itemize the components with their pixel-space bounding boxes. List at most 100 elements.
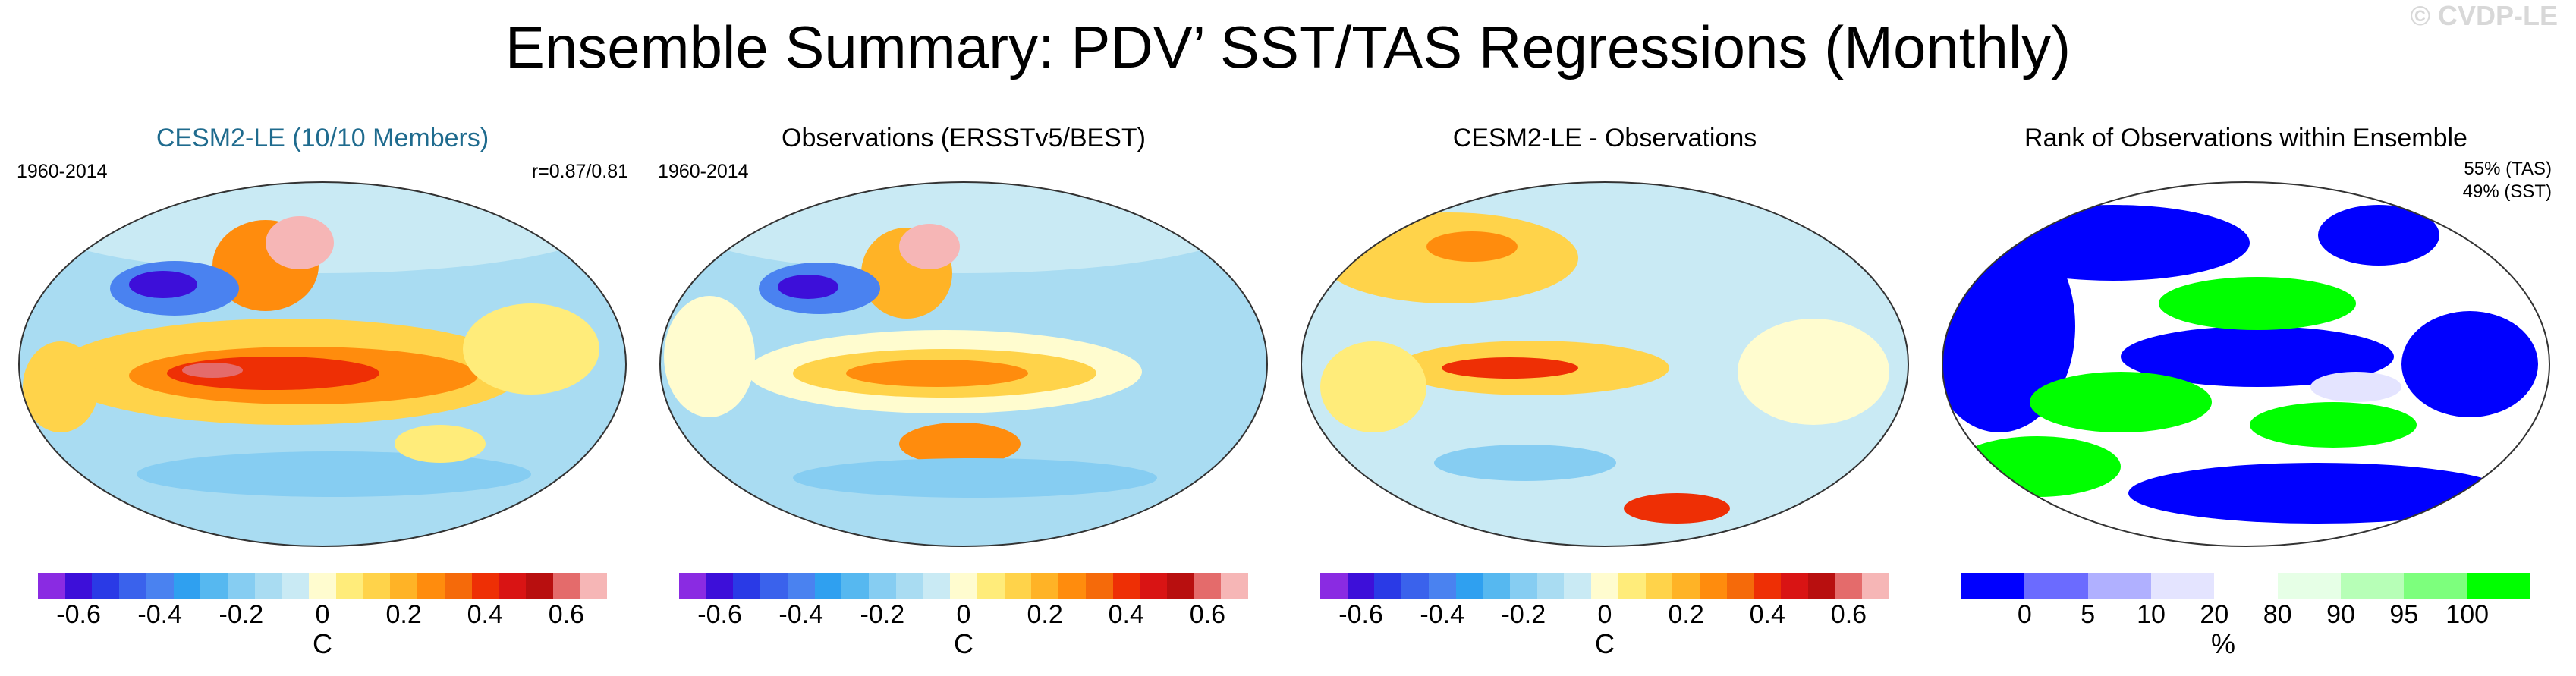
colorbar-swatch (1347, 573, 1375, 599)
rank-low-atlantic (2401, 311, 2538, 417)
colorbar-tick-label: 5 (2081, 600, 2096, 629)
kuroshio-core (129, 271, 197, 298)
north-pacific-diff-core (1426, 231, 1518, 262)
colorbar-swatch (1140, 573, 1167, 599)
rank-high-indian (1954, 436, 2121, 497)
colorbar-swatch (706, 573, 734, 599)
colorbar-swatch (525, 573, 553, 599)
colorbar-swatch (1807, 573, 1835, 599)
indian-ocean-diff (1320, 341, 1426, 432)
colorbar-swatch (923, 573, 951, 599)
colorbar-tick-label: -0.2 (860, 600, 905, 629)
colorbar-swatch (1961, 573, 2025, 599)
colorbar-ticks: 0 5 10 20 80 90 95 100 (1961, 599, 2530, 637)
colorbar-swatch (173, 573, 201, 599)
rank-high-southeast (2250, 402, 2417, 448)
tropical-pacific-peak (182, 363, 243, 378)
colorbar-swatch (2404, 573, 2467, 599)
rank-low-southern (2128, 463, 2508, 524)
colorbar-tick-label: -0.6 (697, 600, 742, 629)
colorbar-swatch (1862, 573, 1890, 599)
colorbar-swatch (841, 573, 870, 599)
colorbar-tick-label: -0.4 (137, 600, 182, 629)
colorbar-swatch (282, 573, 310, 599)
figure-title: Ensemble Summary: PDV’ SST/TAS Regressio… (505, 14, 2071, 80)
colorbar-swatch (1320, 573, 1348, 599)
colorbar-tick-label: 20 (2200, 600, 2229, 629)
colorbar-swatch (1700, 573, 1727, 599)
southern-ocean (137, 451, 531, 497)
period-label: 1960-2014 (658, 161, 749, 182)
colorbar-swatch (895, 573, 923, 599)
colorbar-swatch (200, 573, 228, 599)
watermark: © CVDP-LE (2410, 0, 2558, 31)
indian-ocean-warm (23, 341, 99, 432)
atlantic-diff (1738, 319, 1889, 425)
south-atlantic-warm (395, 425, 486, 463)
colorbar-swatch (552, 573, 580, 599)
colorbar-tick-label: 0.6 (548, 600, 585, 629)
south-pacific-warm (899, 423, 1021, 465)
colorbar-swatch (1781, 573, 1808, 599)
colorbar-unit: C (313, 628, 332, 659)
colorbar-swatch (787, 573, 815, 599)
colorbar-swatch (363, 573, 391, 599)
map-observations (659, 181, 1268, 547)
map-border (1301, 181, 1909, 547)
colorbar-swatch (64, 573, 93, 599)
south-pacific-diff (1434, 445, 1616, 481)
colorbar-tick-label: 100 (2445, 600, 2490, 629)
southern-ocean (793, 458, 1157, 498)
colorbar-tick-label: 0.2 (1027, 600, 1063, 629)
colorbar-swatch (760, 573, 788, 599)
panel-cesm2: CESM2-LE (10/10 Members) 1960-2014 r=0.8… (8, 114, 637, 675)
colorbar-tick-label: 0 (1597, 600, 1612, 629)
rank-stat-sst: 49% (SST) (2462, 181, 2552, 202)
rank-high-south-pacific (2030, 372, 2212, 432)
colorbar-swatch (580, 573, 608, 599)
colorbar-swatch (869, 573, 896, 599)
colorbar-swatch (1591, 573, 1618, 599)
colorbar-swatch (1618, 573, 1646, 599)
colorbar-unit: C (1595, 628, 1615, 659)
rank-stats: 55% (TAS) 49% (SST) (2463, 158, 2552, 203)
colorbar-tick-label: -0.6 (56, 600, 101, 629)
colorbar-swatch (1536, 573, 1565, 599)
rank-stat-tas: 55% (TAS) (2464, 159, 2552, 179)
colorbar-swatch (335, 573, 363, 599)
colorbar-swatch (977, 573, 1005, 599)
colorbar-swatch (38, 573, 65, 599)
atlantic-warm (463, 303, 599, 395)
panel-difference: CESM2-LE - Observations -0.6 -0.4 -0.2 0 0.2… (1290, 114, 1920, 675)
colorbar-tick-label: 0.4 (1749, 600, 1785, 629)
colorbar-tick-label: -0.2 (1501, 600, 1546, 629)
indian-ocean (664, 296, 755, 417)
correlation-label: r=0.87/0.81 (531, 161, 628, 182)
colorbar (1320, 573, 1890, 599)
map-rank (1942, 181, 2550, 547)
colorbar-tick-label: 0.4 (467, 600, 503, 629)
colorbar-swatch (146, 573, 174, 599)
map-difference (1301, 181, 1909, 547)
tropical-diff-core (1442, 357, 1578, 379)
colorbar-swatch (1510, 573, 1537, 599)
map-cesm2 (18, 181, 627, 547)
colorbar-swatch (1221, 573, 1249, 599)
colorbar-swatch (1401, 573, 1429, 599)
colorbar-swatch (2340, 573, 2405, 599)
colorbar-tick-label: -0.4 (1420, 600, 1464, 629)
colorbar-tick-label: -0.2 (219, 600, 264, 629)
colorbar-swatch (2214, 573, 2278, 599)
colorbar-swatch (444, 573, 472, 599)
colorbar-swatch (499, 573, 526, 599)
alaska-peak (899, 224, 960, 269)
rank-high-north-pacific (2159, 277, 2356, 330)
panel-title: Rank of Observations within Ensemble (2024, 124, 2467, 152)
map-border (1942, 181, 2550, 547)
panel-title: CESM2-LE (10/10 Members) (156, 124, 489, 152)
colorbar-ticks: -0.6 -0.4 -0.2 0 0.2 0.4 0.6 (679, 599, 1248, 637)
colorbar-swatch (1004, 573, 1032, 599)
colorbar-swatch (390, 573, 418, 599)
colorbar-tick-label: 0 (956, 600, 971, 629)
panel-title: CESM2-LE - Observations (1452, 124, 1757, 152)
